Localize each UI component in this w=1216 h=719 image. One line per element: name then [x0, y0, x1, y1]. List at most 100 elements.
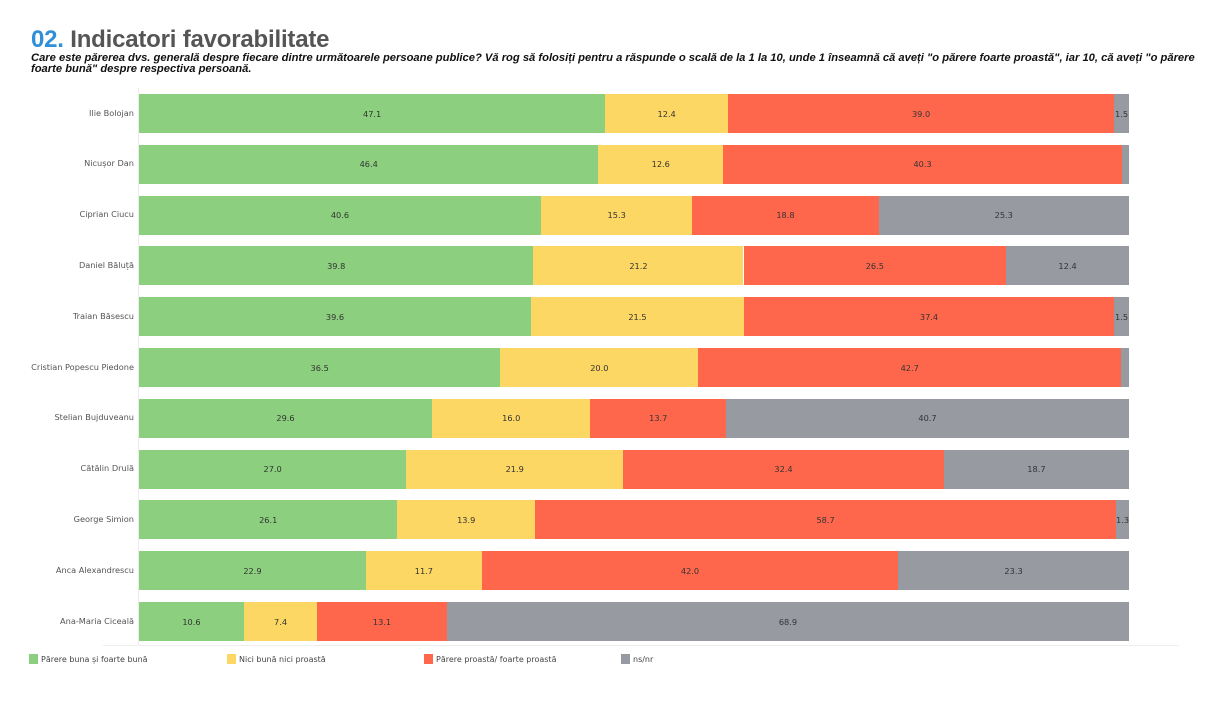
data-label: 21.9 [505, 464, 524, 475]
chart-bottom-divider [103, 645, 1179, 646]
bar-segment-dk[interactable]: 18.7 [943, 449, 1129, 489]
data-label: 29.6 [276, 413, 295, 424]
row-label: Daniel Băluță [78, 259, 134, 270]
bar-segment-good[interactable]: 10.6 [139, 602, 244, 641]
data-label: 39.8 [327, 260, 346, 271]
bar-segment-dk[interactable]: 1.5 [1114, 94, 1129, 133]
bar-segment-neutral[interactable]: 13.9 [397, 500, 535, 540]
row-label: George Simion [73, 513, 134, 524]
data-label: 18.8 [776, 210, 795, 221]
data-label: 1.5 [1115, 108, 1129, 119]
bar-segment-dk[interactable] [1122, 144, 1129, 184]
bar-segment-good[interactable]: 39.6 [139, 297, 532, 337]
legend-item-good[interactable]: Părere buna și foarte bună [29, 654, 148, 664]
row-label: Anca Alexandrescu [55, 564, 134, 575]
data-label: 26.1 [259, 514, 278, 525]
bar-segment-neutral[interactable]: 21.2 [533, 246, 744, 286]
bar-segment-good[interactable]: 40.6 [139, 195, 541, 235]
bar-segment-dk[interactable]: 1.3 [1116, 500, 1129, 540]
data-label: 20.0 [590, 362, 609, 373]
bar-segment-dk[interactable]: 40.7 [726, 398, 1129, 438]
legend-label-bad: Părere proastă/ foarte proastă [436, 654, 557, 664]
data-label: 39.0 [911, 108, 931, 119]
bar-segment-neutral[interactable]: 7.4 [243, 602, 318, 641]
data-label: 21.2 [629, 260, 648, 271]
data-label: 40.7 [918, 413, 937, 424]
y-axis-line [138, 88, 139, 645]
data-label: 22.9 [243, 565, 262, 576]
data-label: 23.3 [1004, 565, 1023, 576]
data-label: 58.7 [816, 514, 835, 525]
bar-segment-neutral[interactable]: 15.3 [540, 195, 693, 235]
data-label: 13.1 [372, 616, 392, 627]
bar-segment-dk[interactable]: 1.5 [1114, 297, 1129, 337]
bar-segment-good[interactable]: 22.9 [139, 551, 366, 591]
data-label: 10.6 [182, 616, 201, 627]
bar-segment-good[interactable]: 47.1 [139, 94, 606, 133]
data-label: 42.7 [900, 362, 919, 373]
bar-segment-bad[interactable]: 13.1 [317, 602, 447, 641]
bar-segment-bad[interactable]: 42.0 [481, 551, 899, 591]
data-label: 13.7 [649, 413, 668, 424]
bar-segment-neutral[interactable]: 21.9 [406, 449, 624, 489]
data-label: 40.3 [913, 159, 932, 170]
bar-segment-bad[interactable]: 40.3 [723, 144, 1123, 184]
legend-item-dk[interactable]: ns/nr [621, 654, 653, 664]
bar-segment-neutral[interactable]: 16.0 [432, 398, 591, 438]
data-label: 47.1 [363, 108, 382, 119]
bar-segment-dk[interactable] [1121, 348, 1129, 387]
bar-segment-bad[interactable]: 18.8 [692, 195, 879, 235]
legend-swatch-good [29, 654, 38, 664]
legend-label-dk: ns/nr [633, 654, 654, 664]
bar-segment-neutral[interactable]: 12.6 [598, 144, 724, 184]
bar-segment-bad[interactable]: 42.7 [698, 348, 1122, 387]
data-label: 68.9 [778, 616, 798, 627]
row-label: Ana-Maria Ciceală [60, 615, 134, 626]
bar-segment-bad[interactable]: 26.5 [743, 246, 1007, 286]
row-label: Cătălin Drulă [80, 463, 134, 474]
bar-segment-dk[interactable]: 25.3 [878, 195, 1129, 235]
bar-segment-bad[interactable]: 58.7 [535, 500, 1117, 540]
bar-segment-good[interactable]: 39.8 [139, 246, 534, 286]
legend: Părere buna și foarte bună Nici bună nic… [0, 654, 1216, 668]
data-label: 39.6 [325, 311, 345, 322]
data-label: 40.6 [330, 210, 350, 221]
data-label: 42.0 [680, 565, 700, 576]
legend-item-neutral[interactable]: Nici bună nici proastă [227, 654, 326, 664]
data-label: 1.5 [1115, 311, 1129, 322]
bar-segment-bad[interactable]: 13.7 [590, 398, 727, 438]
bar-segment-neutral[interactable]: 21.5 [531, 297, 744, 337]
bar-segment-neutral[interactable]: 20.0 [500, 348, 699, 387]
bar-segment-dk[interactable]: 23.3 [898, 551, 1129, 591]
data-label: 46.4 [359, 159, 378, 170]
question-text: Care este părerea dvs. generală despre f… [31, 52, 1195, 75]
data-label: 16.0 [502, 413, 521, 424]
data-label: 12.4 [657, 108, 676, 119]
bar-segment-good[interactable]: 29.6 [139, 398, 433, 438]
legend-item-bad[interactable]: Părere proastă/ foarte proastă [424, 654, 556, 664]
legend-swatch-dk [621, 654, 630, 664]
bar-segment-dk[interactable]: 12.4 [1006, 246, 1129, 286]
row-label: Cristian Popescu Piedone [31, 361, 134, 372]
bar-segment-good[interactable]: 46.4 [139, 144, 599, 184]
row-label: Stelian Bujduveanu [54, 412, 134, 423]
bar-segment-good[interactable]: 27.0 [139, 449, 407, 489]
bar-segment-bad[interactable]: 32.4 [623, 449, 944, 489]
bar-segment-bad[interactable]: 39.0 [728, 94, 1115, 133]
data-label: 15.3 [607, 210, 626, 221]
bar-segment-good[interactable]: 26.1 [139, 500, 398, 540]
row-label: Ilie Bolojan [89, 107, 134, 118]
data-label: 36.5 [310, 362, 329, 373]
data-label: 26.5 [865, 260, 884, 271]
bar-segment-neutral[interactable]: 11.7 [365, 551, 482, 591]
data-label: 13.9 [457, 514, 476, 525]
bar-segment-good[interactable]: 36.5 [139, 348, 501, 387]
legend-label-neutral: Nici bună nici proastă [239, 654, 326, 664]
bar-segment-dk[interactable]: 68.9 [446, 602, 1129, 641]
data-label: 37.4 [919, 311, 939, 322]
row-label: Ciprian Ciucu [79, 209, 134, 220]
bar-segment-bad[interactable]: 37.4 [743, 297, 1115, 337]
data-label: 27.0 [263, 464, 282, 475]
title-text: Indicatori favorabilitate [70, 26, 330, 53]
bar-segment-neutral[interactable]: 12.4 [605, 94, 729, 133]
